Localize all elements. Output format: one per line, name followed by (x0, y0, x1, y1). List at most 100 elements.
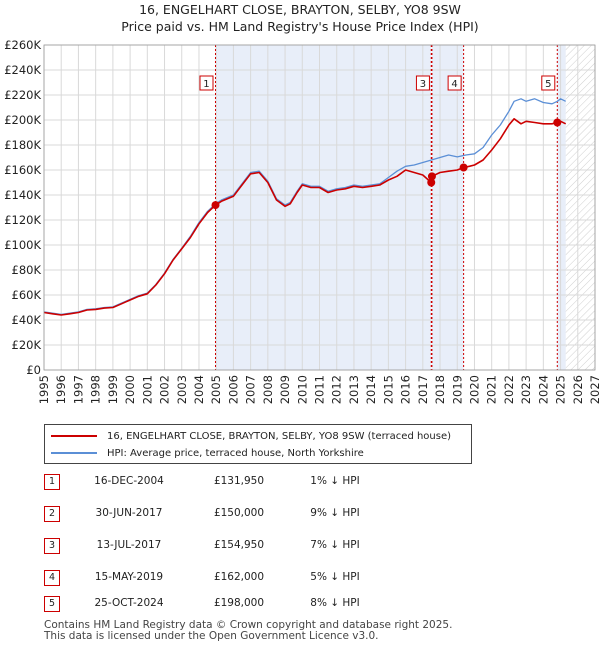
sale-date: 15-MAY-2019 (94, 571, 164, 583)
sale-marker-box (541, 75, 556, 91)
y-tick-label: £140K (4, 188, 41, 202)
footer-license: This data is licensed under the Open Gov… (44, 630, 379, 642)
x-tick-label: 2016 (399, 375, 413, 404)
x-tick-label: 2008 (261, 375, 275, 404)
sale-price: £150,000 (213, 507, 265, 519)
x-tick-label: 1997 (71, 375, 85, 404)
forecast-hatch (565, 45, 595, 370)
sale-number: 4 (44, 570, 60, 586)
chart-subtitle: Price paid vs. HM Land Registry's House … (121, 19, 479, 34)
x-tick-label: 2013 (347, 375, 361, 404)
sale-marker-label: 3 (420, 79, 426, 90)
y-tick-label: £100K (4, 238, 41, 252)
sale-marker-box (447, 75, 462, 91)
table-row: 5 25-OCT-2024 £198,000 8% ↓ HPI (44, 596, 574, 612)
y-tick-label: £20K (12, 338, 42, 352)
x-tick-label: 1998 (89, 375, 103, 404)
y-tick-label: £220K (4, 88, 41, 102)
sale-date: 16-DEC-2004 (94, 475, 164, 487)
x-tick-label: 1999 (106, 375, 120, 404)
x-tick-label: 2012 (330, 375, 344, 404)
y-tick-label: £80K (12, 263, 42, 277)
x-tick-label: 2014 (364, 375, 378, 404)
x-tick-label: 2026 (571, 375, 585, 404)
x-tick-label: 2021 (485, 375, 499, 404)
price-chart: £0 £20K £40K £60K £80K £100K £120K £140K £160K £1… (4, 38, 600, 404)
y-tick-label: £200K (4, 113, 41, 127)
x-tick-label: 2010 (295, 375, 309, 404)
x-tick-label: 2025 (554, 375, 568, 404)
x-tick-label: 2020 (467, 375, 481, 404)
sale-hpi-diff: 7% ↓ HPI (310, 539, 360, 551)
sale-price: £198,000 (213, 597, 265, 609)
x-tick-label: 2024 (536, 375, 550, 404)
property-price-line (43, 118, 567, 316)
x-tick-label: 2007 (244, 375, 258, 404)
sale-date: 13-JUL-2017 (96, 539, 162, 551)
shaded-region (215, 45, 432, 370)
legend-swatch-property (51, 435, 97, 437)
sale-hpi-diff: 9% ↓ HPI (310, 507, 360, 519)
sale-number: 5 (44, 596, 60, 612)
plot-border (43, 44, 596, 371)
legend-item-hpi: HPI: Average price, terraced house, Nort… (51, 446, 364, 460)
sale-date: 25-OCT-2024 (94, 597, 164, 609)
shaded-region (431, 45, 464, 370)
x-tick-label: 2015 (381, 375, 395, 404)
sale-price: £154,950 (213, 539, 265, 551)
sale-marker-label: 4 (451, 79, 457, 90)
legend-label-hpi: HPI: Average price, terraced house, Nort… (107, 447, 364, 459)
x-tick-label: 2004 (192, 375, 206, 404)
sale-point (211, 201, 220, 210)
x-tick-label: 2006 (226, 375, 240, 404)
shaded-region (557, 45, 566, 370)
sale-hpi-diff: 1% ↓ HPI (310, 475, 360, 487)
x-tick-label: 2027 (588, 375, 600, 404)
sale-marker-label: 1 (203, 79, 209, 90)
x-tick-label: 2023 (519, 375, 533, 404)
sale-price: £162,000 (213, 571, 265, 583)
y-tick-label: £120K (4, 213, 41, 227)
sale-number: 3 (44, 538, 60, 554)
table-row: 4 15-MAY-2019 £162,000 5% ↓ HPI (44, 570, 574, 586)
sale-number: 2 (44, 506, 60, 522)
sale-number: 1 (44, 474, 60, 490)
x-tick-label: 2018 (433, 375, 447, 404)
legend-label-property: 16, ENGELHART CLOSE, BRAYTON, SELBY, YO8… (107, 430, 452, 442)
x-tick-label: 2003 (175, 375, 189, 404)
footer: Contains HM Land Registry data © Crown c… (44, 620, 452, 642)
x-tick-label: 2019 (450, 375, 464, 404)
table-row: 3 13-JUL-2017 £154,950 7% ↓ HPI (44, 538, 574, 554)
y-tick-label: £180K (4, 138, 41, 152)
y-tick-label: £160K (4, 163, 41, 177)
x-tick-label: 1996 (54, 375, 68, 404)
y-tick-label: £0 (26, 363, 41, 377)
sale-price: £131,950 (213, 475, 265, 487)
sale-marker-label: 5 (545, 79, 551, 90)
x-tick-label: 2017 (416, 375, 430, 404)
x-tick-label: 1995 (37, 375, 51, 404)
x-tick-label: 2001 (140, 375, 154, 404)
footer-copyright: Contains HM Land Registry data © Crown c… (44, 619, 453, 631)
sale-point (427, 178, 436, 187)
x-tick-label: 2009 (278, 375, 292, 404)
x-tick-label: 2002 (158, 375, 172, 404)
sale-point (553, 118, 562, 127)
y-tick-label: £240K (4, 63, 41, 77)
x-tick-label: 2011 (313, 375, 327, 404)
table-row: 1 16-DEC-2004 £131,950 1% ↓ HPI (44, 474, 574, 490)
sale-point (427, 172, 436, 181)
y-tick-label: £40K (12, 313, 42, 327)
y-tick-label: £260K (4, 38, 41, 52)
chart-legend: 16, ENGELHART CLOSE, BRAYTON, SELBY, YO8… (44, 424, 472, 464)
chart-title: 16, ENGELHART CLOSE, BRAYTON, SELBY, YO8… (139, 2, 461, 17)
sale-hpi-diff: 5% ↓ HPI (310, 571, 360, 583)
x-tick-label: 2005 (209, 375, 223, 404)
table-row: 2 30-JUN-2017 £150,000 9% ↓ HPI (44, 506, 574, 522)
x-tick-label: 2022 (502, 375, 516, 404)
legend-item-property: 16, ENGELHART CLOSE, BRAYTON, SELBY, YO8… (51, 429, 451, 443)
legend-swatch-hpi (51, 452, 97, 454)
sale-point (459, 163, 468, 172)
sale-marker-box (415, 75, 430, 91)
sale-marker-box (199, 75, 214, 91)
